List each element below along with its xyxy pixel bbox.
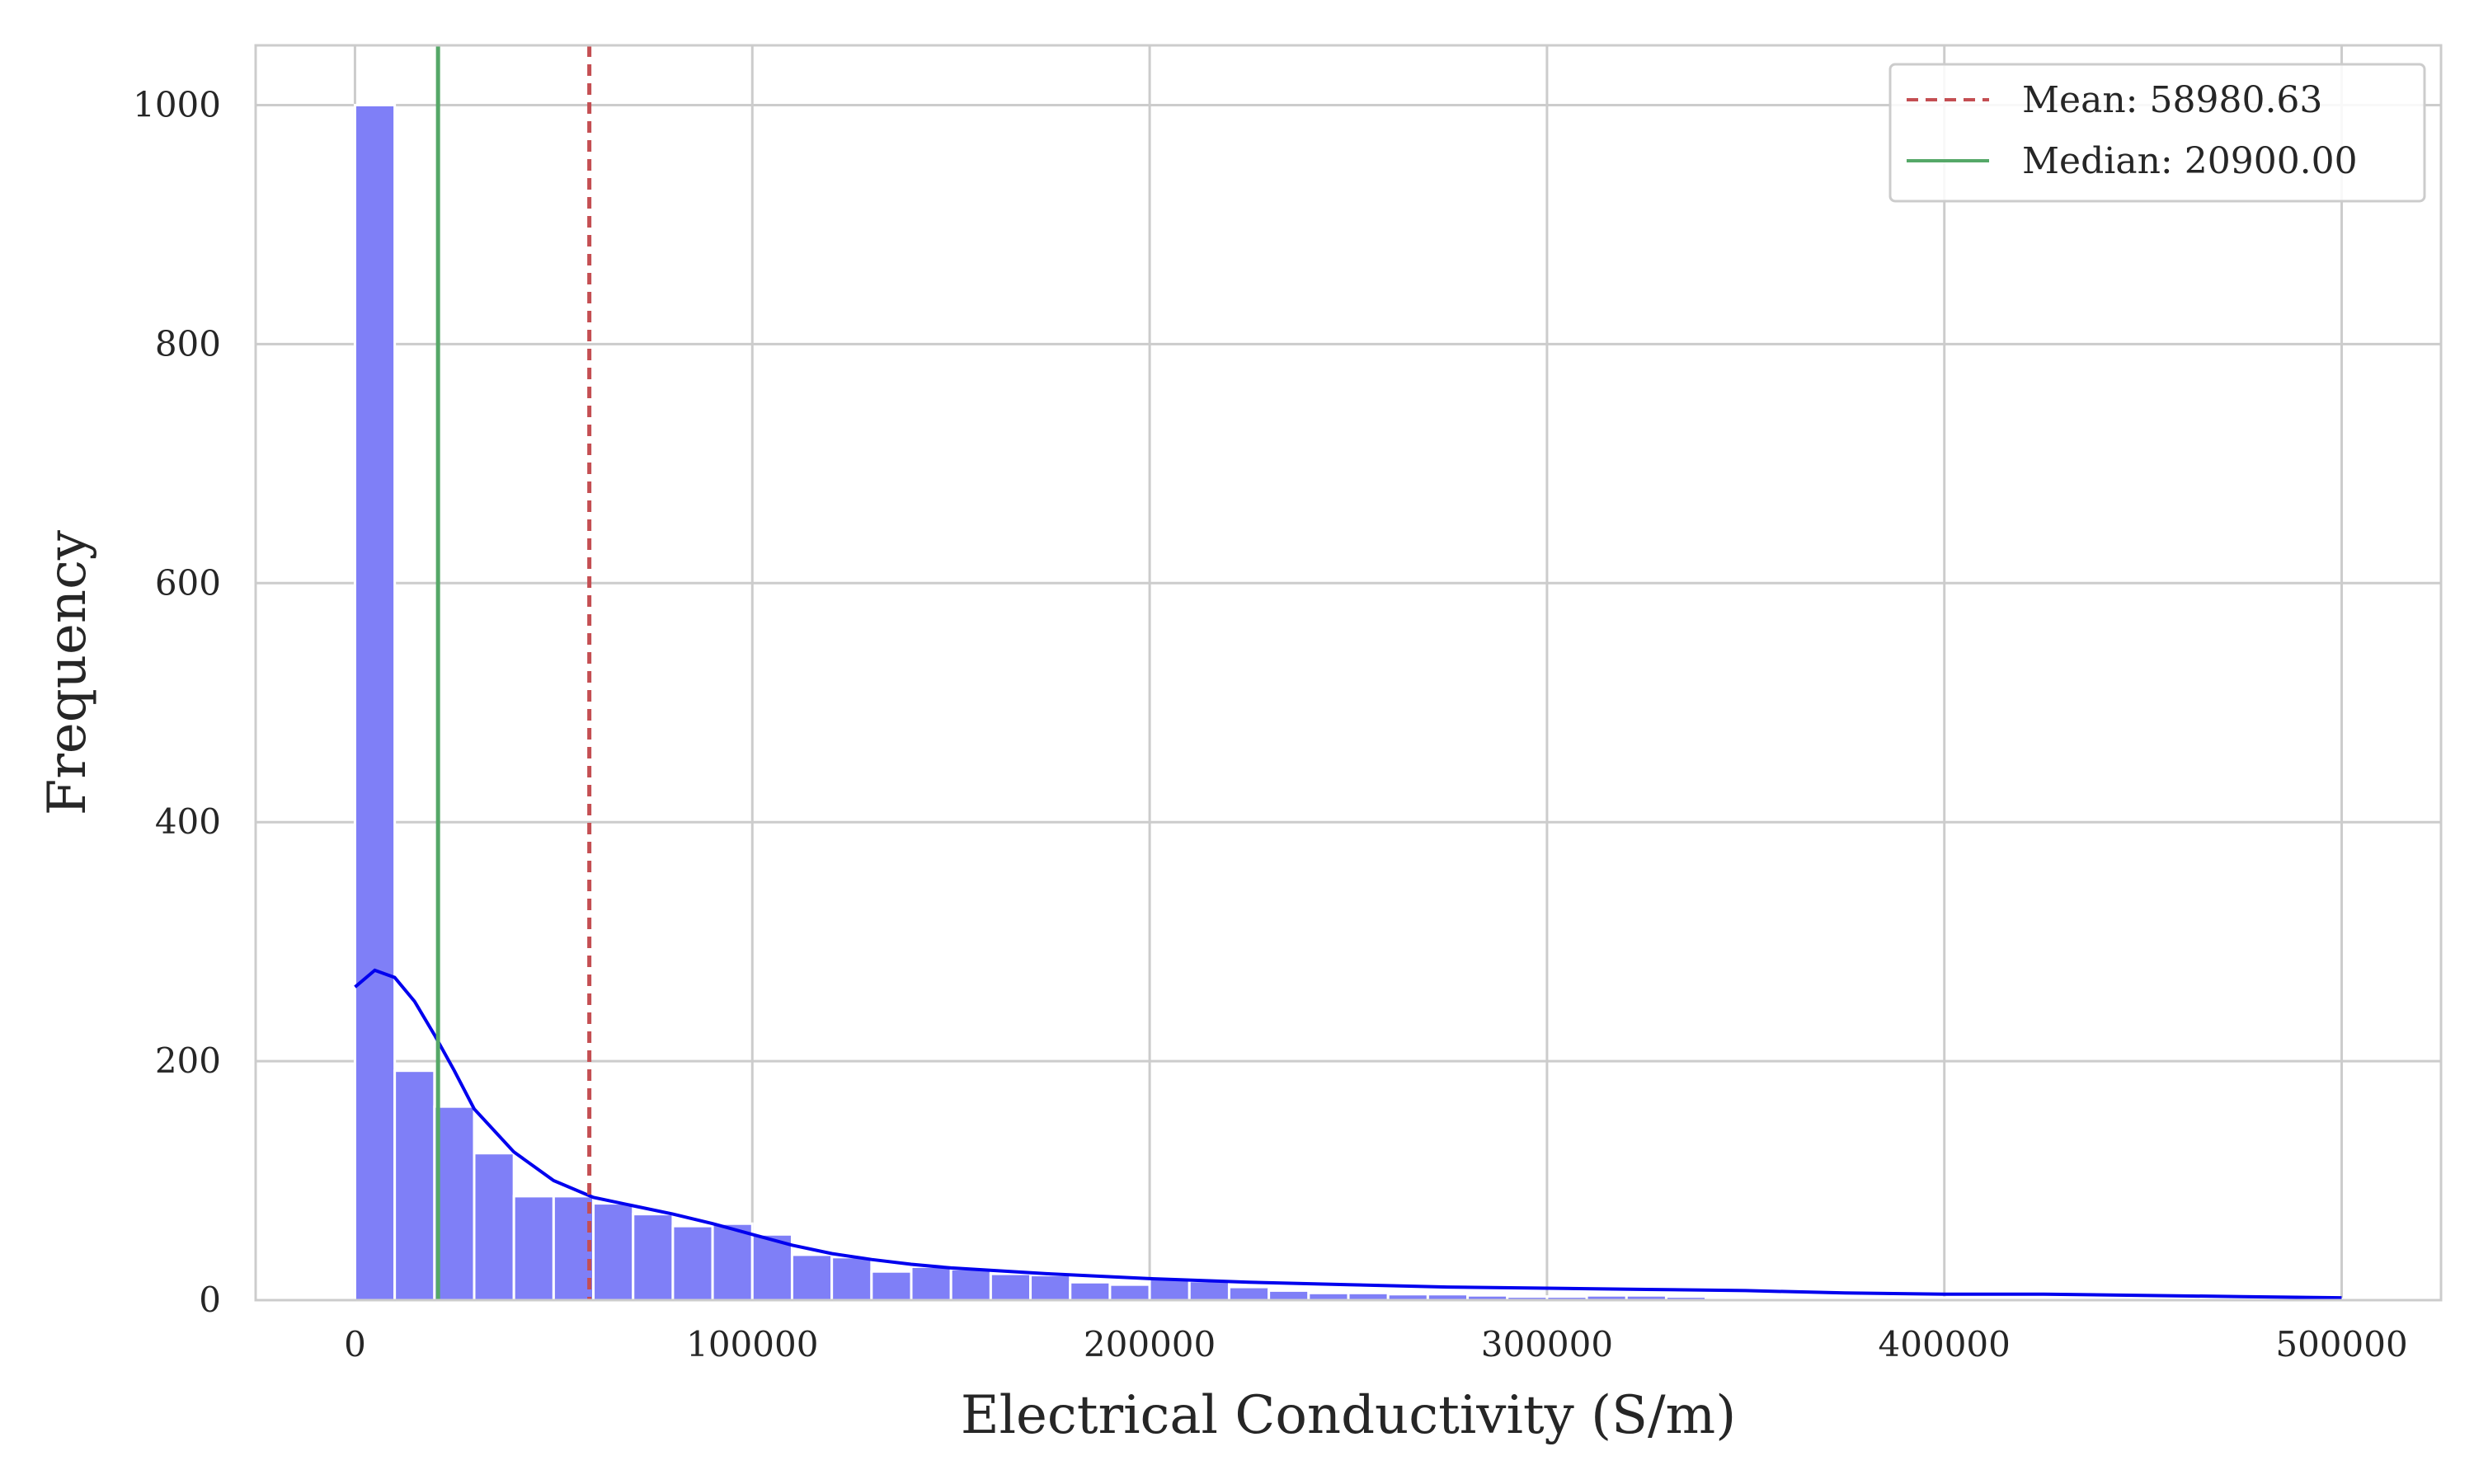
histogram-bar [552, 1195, 595, 1302]
histogram-bar [592, 1202, 635, 1302]
histogram-bar [632, 1213, 675, 1302]
histogram-bar [870, 1270, 913, 1302]
kde-curve [354, 968, 2342, 1300]
histogram-bar [1069, 1280, 1112, 1302]
histogram-bar [830, 1256, 873, 1302]
histogram-bar [750, 1233, 793, 1302]
legend: Mean: 58980.63 Median: 20900.00 [1888, 63, 2426, 203]
histogram-bar [671, 1224, 714, 1302]
grid [256, 45, 2441, 1302]
histogram-bar [512, 1195, 555, 1302]
y-tick-label: 400 [155, 801, 221, 842]
histogram-bar [711, 1222, 754, 1302]
y-tick-label: 0 [199, 1280, 221, 1320]
kde-curve-layer [354, 968, 2342, 1300]
x-tick-label: 400000 [1879, 1324, 2011, 1364]
x-tick-label: 500000 [2275, 1324, 2407, 1364]
x-tick-label: 300000 [1481, 1324, 1613, 1364]
legend-label-median: Median: 20900.00 [2022, 140, 2358, 182]
histogram-bar [1108, 1283, 1151, 1302]
x-axis-label: Electrical Conductivity (S/m) [961, 1385, 1736, 1446]
histogram-bar [1148, 1277, 1191, 1302]
legend-label-mean: Mean: 58980.63 [2022, 79, 2322, 121]
histogram-bar [790, 1253, 834, 1302]
histogram-bar [393, 1069, 436, 1302]
plot-frame [254, 44, 2443, 1302]
histogram-bar [473, 1152, 515, 1302]
y-axis-label: Frequency [37, 530, 98, 815]
histogram-bar [1188, 1280, 1230, 1302]
x-tick-label: 200000 [1084, 1324, 1216, 1364]
histogram-bar [1227, 1285, 1271, 1302]
histogram-bar [1029, 1274, 1072, 1302]
x-tick-label: 0 [344, 1324, 366, 1364]
y-tick-label: 800 [155, 323, 221, 364]
legend-box [1888, 63, 2426, 203]
histogram-bar [910, 1265, 952, 1302]
tick-labels: 0 100000 200000 300000 400000 500000 0 200 400 60… [133, 84, 2408, 1364]
histogram-bar [433, 1105, 476, 1302]
histogram-bar [1268, 1289, 1310, 1302]
x-tick-label: 100000 [686, 1324, 818, 1364]
y-tick-label: 1000 [133, 84, 221, 124]
histogram-bar [949, 1267, 992, 1302]
y-tick-label: 600 [155, 562, 221, 603]
y-tick-label: 200 [155, 1040, 221, 1081]
reference-lines [435, 45, 592, 1300]
histogram-bar [989, 1272, 1032, 1302]
histogram-bar [353, 103, 397, 1302]
histogram-bars [353, 103, 2344, 1302]
